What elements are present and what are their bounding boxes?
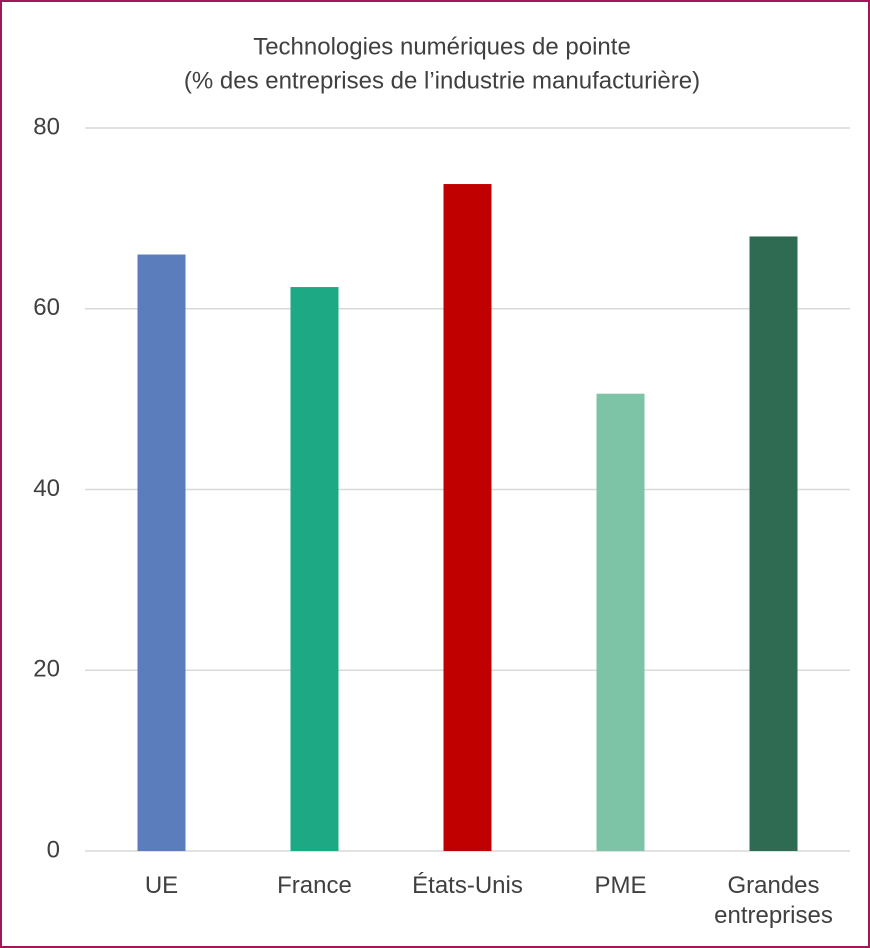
x-tick-label: UE [144,872,179,899]
y-tick-label: 0 [47,836,60,863]
y-tick-label: 60 [33,294,60,321]
y-tick-label: 80 [33,113,60,140]
x-tick-label: Grandes entreprises [714,872,833,929]
bar [596,393,645,851]
bar [443,184,492,852]
y-tick-label: 40 [33,475,60,502]
chart-title: Technologies numériques de pointe [253,33,631,60]
x-tick-label: France [277,872,352,899]
chart-subtitle: (% des entreprises de l’industrie manufa… [184,67,700,94]
bar [137,254,186,851]
x-tick-label: PME [594,872,647,899]
y-tick-label: 20 [33,656,60,683]
x-tick-label: États-Unis [412,872,523,899]
bar [290,287,339,851]
bar [749,236,798,851]
